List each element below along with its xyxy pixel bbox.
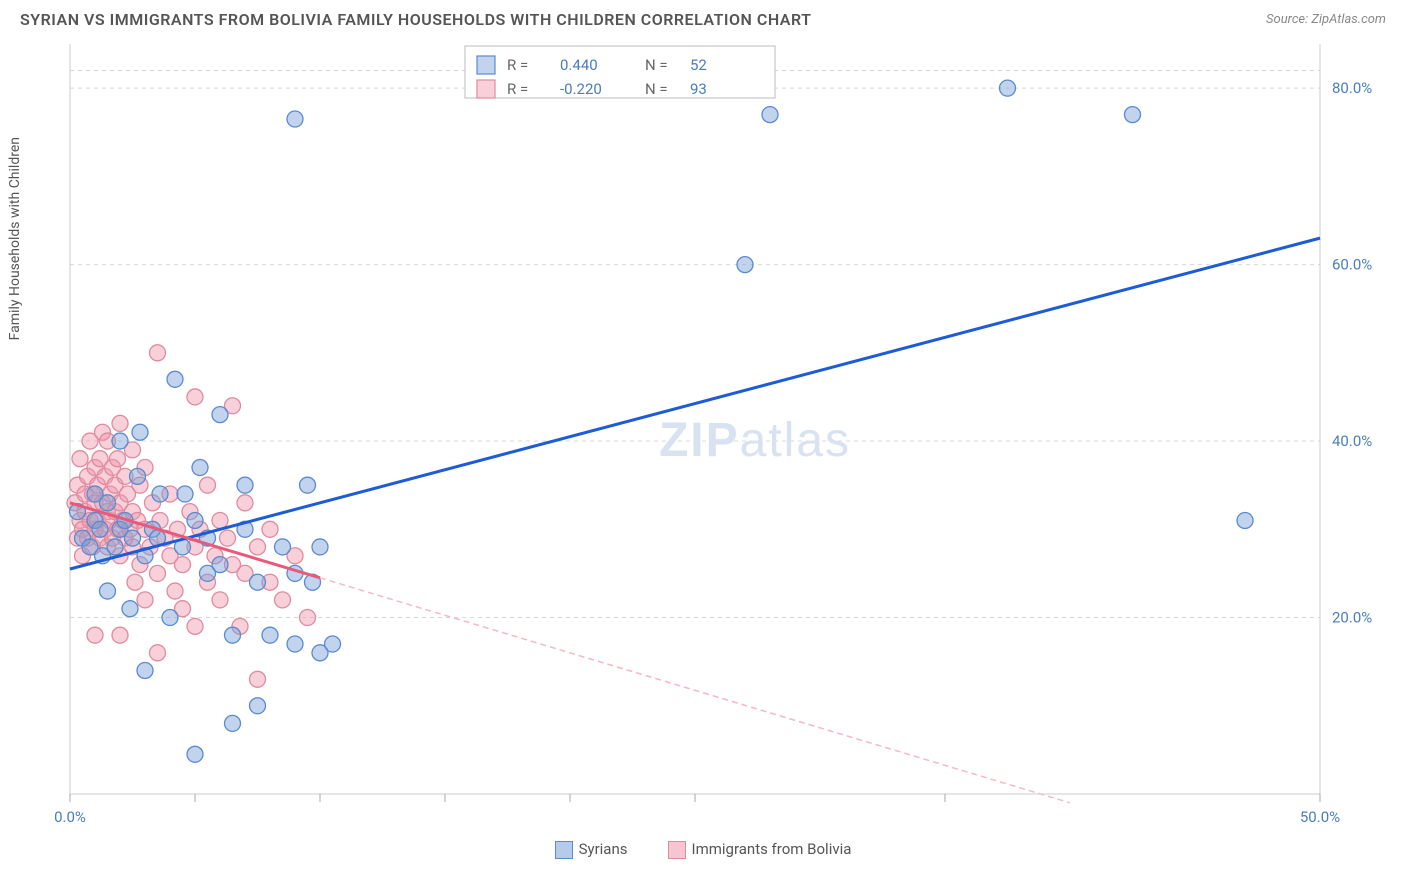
svg-text:N =: N = (645, 80, 668, 98)
data-point (237, 477, 253, 493)
data-point (262, 627, 278, 643)
data-point (150, 345, 166, 361)
svg-text:50.0%: 50.0% (1300, 808, 1340, 826)
data-point (212, 407, 228, 423)
legend-item: Syrians (555, 840, 628, 859)
data-point (177, 486, 193, 502)
svg-text:20.0%: 20.0% (1332, 609, 1372, 627)
data-point (192, 460, 208, 476)
data-point (250, 539, 266, 555)
data-point (200, 477, 216, 493)
data-point (125, 530, 141, 546)
data-point (1125, 107, 1141, 123)
svg-text:-0.220: -0.220 (560, 80, 602, 98)
data-point (127, 574, 143, 590)
svg-text:80.0%: 80.0% (1332, 79, 1372, 97)
data-point (150, 645, 166, 661)
data-point (107, 539, 123, 555)
data-point (1000, 80, 1016, 96)
chart-container: Family Households with Children ZIPatlas… (20, 34, 1386, 834)
legend-label: Syrians (579, 840, 628, 858)
data-point (187, 746, 203, 762)
legend-swatch (668, 841, 686, 859)
svg-text:N =: N = (645, 56, 668, 74)
svg-text:R =: R = (507, 80, 528, 98)
data-point (262, 521, 278, 537)
data-point (92, 521, 108, 537)
data-point (300, 477, 316, 493)
data-point (275, 592, 291, 608)
data-point (187, 512, 203, 528)
svg-text:ZIPatlas: ZIPatlas (659, 414, 851, 467)
data-point (312, 539, 328, 555)
data-point (152, 486, 168, 502)
data-point (137, 662, 153, 678)
svg-text:0.0%: 0.0% (54, 808, 86, 826)
data-point (212, 592, 228, 608)
y-axis-label: Family Households with Children (7, 137, 23, 340)
legend-bottom: Syrians Immigrants from Bolivia (0, 834, 1406, 859)
data-point (130, 468, 146, 484)
data-point (122, 601, 138, 617)
data-point (737, 257, 753, 273)
data-point (225, 715, 241, 731)
svg-text:60.0%: 60.0% (1332, 256, 1372, 274)
svg-text:40.0%: 40.0% (1332, 432, 1372, 450)
data-point (167, 371, 183, 387)
data-point (112, 627, 128, 643)
data-point (287, 111, 303, 127)
data-point (72, 451, 88, 467)
data-point (112, 415, 128, 431)
data-point (237, 495, 253, 511)
legend-label: Immigrants from Bolivia (692, 840, 852, 858)
svg-text:93: 93 (690, 80, 707, 98)
data-point (250, 698, 266, 714)
data-point (100, 495, 116, 511)
data-point (250, 671, 266, 687)
data-point (212, 557, 228, 573)
data-point (212, 512, 228, 528)
data-point (287, 636, 303, 652)
data-point (100, 583, 116, 599)
data-point (87, 627, 103, 643)
data-point (110, 451, 126, 467)
data-point (325, 636, 341, 652)
svg-text:52: 52 (690, 56, 707, 74)
svg-text:R =: R = (507, 56, 528, 74)
data-point (250, 574, 266, 590)
data-point (112, 433, 128, 449)
data-point (762, 107, 778, 123)
data-point (132, 424, 148, 440)
data-point (300, 610, 316, 626)
source-label: Source: ZipAtlas.com (1266, 12, 1386, 27)
data-point (1237, 512, 1253, 528)
scatter-chart: ZIPatlas 0.0% 50.0% 20.0% 40.0% 60.0% 80.0% R =… (20, 34, 1386, 834)
data-point (225, 627, 241, 643)
data-point (187, 618, 203, 634)
legend-swatch (555, 841, 573, 859)
svg-text:0.440: 0.440 (560, 56, 598, 74)
data-point (175, 557, 191, 573)
data-point (220, 530, 236, 546)
chart-title: SYRIAN VS IMMIGRANTS FROM BOLIVIA FAMILY… (20, 10, 811, 29)
legend-top: R = 0.440 N = 52 R = -0.220 N = 93 (465, 46, 775, 98)
data-point (187, 389, 203, 405)
data-point (162, 610, 178, 626)
data-point (275, 539, 291, 555)
data-point (167, 583, 183, 599)
data-point (150, 565, 166, 581)
legend-item: Immigrants from Bolivia (668, 840, 852, 859)
data-point (137, 592, 153, 608)
chart-header: SYRIAN VS IMMIGRANTS FROM BOLIVIA FAMILY… (0, 0, 1406, 34)
